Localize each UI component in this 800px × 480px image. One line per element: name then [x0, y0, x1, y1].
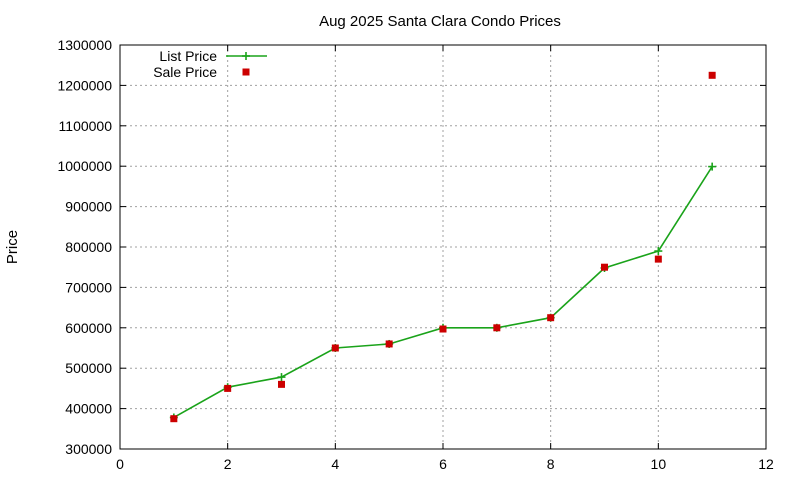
y-tick-label: 700000 — [65, 279, 112, 295]
y-tick-label: 1300000 — [57, 37, 112, 53]
y-tick-label: 1000000 — [57, 158, 112, 174]
sale-price-point — [439, 325, 447, 333]
sale-price-point — [708, 71, 716, 79]
axis-ticks: 0 2 4 6 8 10 12 300000 400000 500000 600000 700000 8… — [57, 37, 774, 472]
x-tick-label: 8 — [547, 456, 555, 472]
list-price-point — [277, 373, 286, 382]
x-tick-label: 12 — [758, 456, 774, 472]
grid — [120, 45, 766, 449]
chart-title: Aug 2025 Santa Clara Condo Prices — [319, 13, 561, 30]
x-tick-label: 6 — [439, 456, 447, 472]
x-tick-label: 4 — [331, 456, 339, 472]
x-tick-label: 2 — [224, 456, 232, 472]
legend-swatch-marker-sale-price — [242, 68, 250, 76]
sale-price-point — [170, 415, 178, 423]
list-price-point — [708, 162, 717, 171]
y-tick-label: 900000 — [65, 199, 112, 215]
y-tick-label: 600000 — [65, 320, 112, 336]
sale-price-point — [331, 344, 339, 352]
x-tick-label: 0 — [116, 456, 124, 472]
x-tick-label: 10 — [651, 456, 667, 472]
y-tick-label: 800000 — [65, 239, 112, 255]
sale-price-point — [493, 324, 501, 332]
list-price-line — [173, 166, 713, 419]
legend-label-sale-price: Sale Price — [153, 64, 217, 80]
sale-price-point — [547, 314, 555, 322]
sale-price-point — [278, 380, 285, 388]
y-tick-label: 500000 — [65, 360, 112, 376]
sale-price-point — [601, 263, 608, 271]
y-tick-label: 400000 — [65, 401, 112, 417]
series-sale-price — [170, 71, 716, 423]
y-tick-label: 300000 — [65, 441, 112, 457]
sale-price-point — [224, 384, 232, 392]
y-tick-label: 1200000 — [57, 77, 112, 93]
legend-swatch-marker-list-price — [242, 52, 250, 60]
sale-price-point — [654, 255, 662, 263]
list-price-point — [654, 247, 663, 256]
sale-price-point — [385, 340, 393, 348]
y-tick-label: 1100000 — [59, 118, 113, 134]
series — [169, 71, 717, 423]
legend-label-list-price: List Price — [159, 48, 217, 64]
y-axis-title: Price — [4, 230, 21, 264]
